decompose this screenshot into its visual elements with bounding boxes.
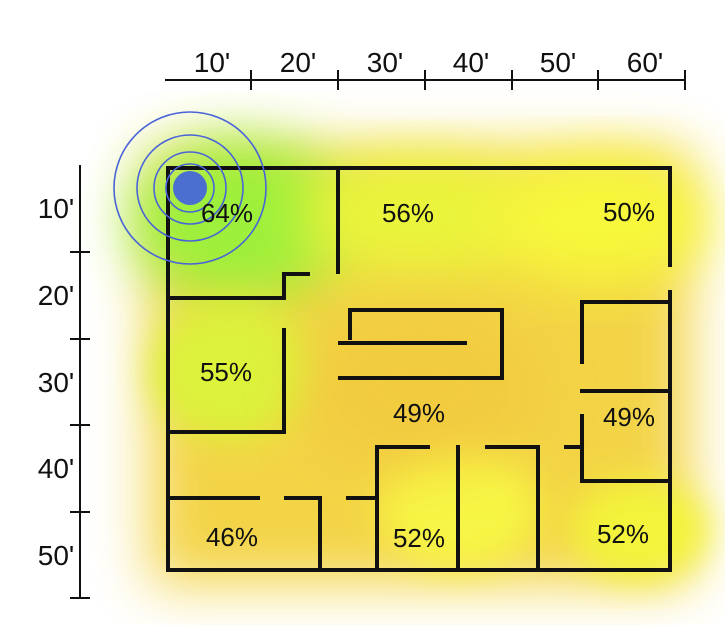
vertical-ruler: 10' 20' 30' 40' 50'	[38, 165, 90, 599]
access-point	[113, 111, 267, 265]
signal-ring-icon	[136, 134, 244, 242]
signal-ring-icon	[113, 111, 267, 265]
room-coverage-label: 49%	[393, 398, 445, 428]
signal-ring-icon	[153, 151, 227, 225]
v-ruler-label: 50'	[38, 540, 75, 571]
room-coverage-label: 64%	[201, 198, 253, 228]
h-ruler-label: 60'	[627, 47, 664, 78]
coverage-labels: 64% 56% 50% 55% 49% 49% 46% 52% 52%	[200, 197, 655, 553]
floorplan-walls	[166, 166, 672, 572]
room-coverage-label: 52%	[393, 523, 445, 553]
h-ruler-label: 40'	[453, 47, 490, 78]
router-icon	[173, 171, 207, 205]
room-coverage-label: 50%	[603, 197, 655, 227]
v-ruler-label: 20'	[38, 280, 75, 311]
h-ruler-label: 30'	[367, 47, 404, 78]
h-ruler-label: 10'	[194, 47, 231, 78]
room-coverage-label: 49%	[603, 402, 655, 432]
h-ruler-label: 20'	[280, 47, 317, 78]
horizontal-ruler: 10' 20' 30' 40' 50' 60'	[165, 47, 686, 90]
v-ruler-label: 30'	[38, 367, 75, 398]
signal-ring-icon	[165, 163, 215, 213]
v-ruler-label: 10'	[38, 193, 75, 224]
signal-heatmap	[130, 140, 710, 585]
h-ruler-label: 50'	[540, 47, 577, 78]
room-coverage-label: 52%	[597, 519, 649, 549]
room-coverage-label: 46%	[206, 522, 258, 552]
room-coverage-label: 55%	[200, 357, 252, 387]
v-ruler-label: 40'	[38, 453, 75, 484]
room-coverage-label: 56%	[382, 198, 434, 228]
